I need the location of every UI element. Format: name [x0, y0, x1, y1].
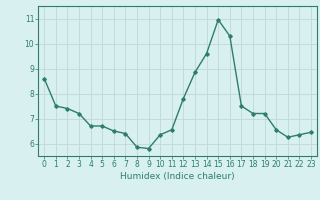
- X-axis label: Humidex (Indice chaleur): Humidex (Indice chaleur): [120, 172, 235, 181]
